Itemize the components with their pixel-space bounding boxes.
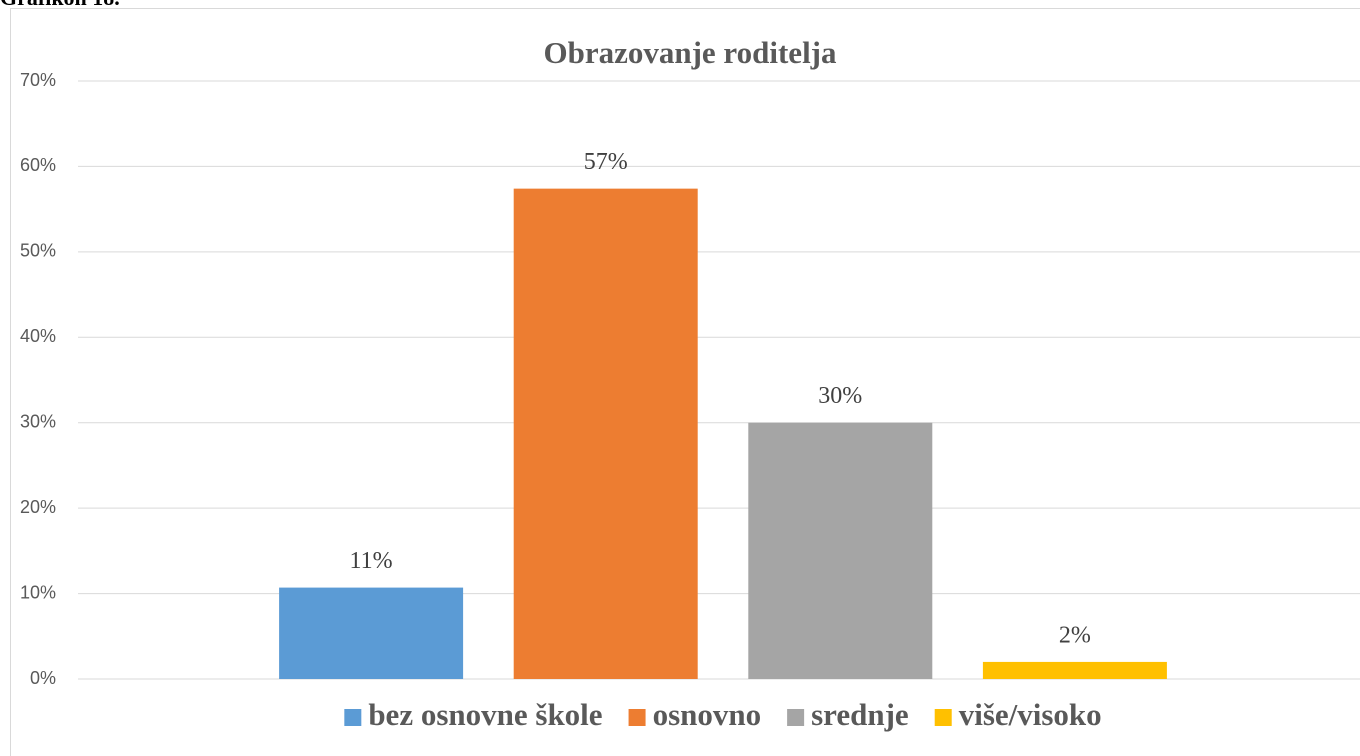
y-tick-label: 60% (20, 155, 56, 175)
legend-label: srednje (811, 697, 909, 732)
legend-label: više/visoko (959, 697, 1102, 732)
legend-swatch (934, 709, 952, 726)
data-label: 11% (350, 548, 393, 574)
bar (513, 188, 698, 679)
data-label: 30% (818, 383, 862, 409)
chart-frame (10, 8, 1360, 756)
y-tick-label: 50% (20, 241, 56, 261)
bar (982, 661, 1167, 679)
caption: Grafikon 18. (0, 0, 120, 10)
y-tick-label: 70% (20, 70, 56, 90)
legend-swatch (628, 709, 646, 726)
bar (279, 587, 464, 679)
legend-swatch (787, 709, 805, 726)
y-tick-label: 20% (20, 497, 56, 517)
chart-title: Obrazovanje roditelja (543, 35, 837, 70)
legend-label: osnovno (653, 697, 762, 732)
y-tick-label: 30% (20, 411, 56, 431)
data-label: 57% (584, 149, 628, 175)
data-label: 2% (1059, 622, 1091, 648)
bar (748, 422, 933, 679)
legend-label: bez osnovne škole (368, 697, 602, 732)
legend-swatch (344, 709, 362, 726)
y-tick-label: 0% (30, 668, 56, 688)
y-tick-label: 40% (20, 326, 56, 346)
y-tick-label: 10% (20, 582, 56, 602)
